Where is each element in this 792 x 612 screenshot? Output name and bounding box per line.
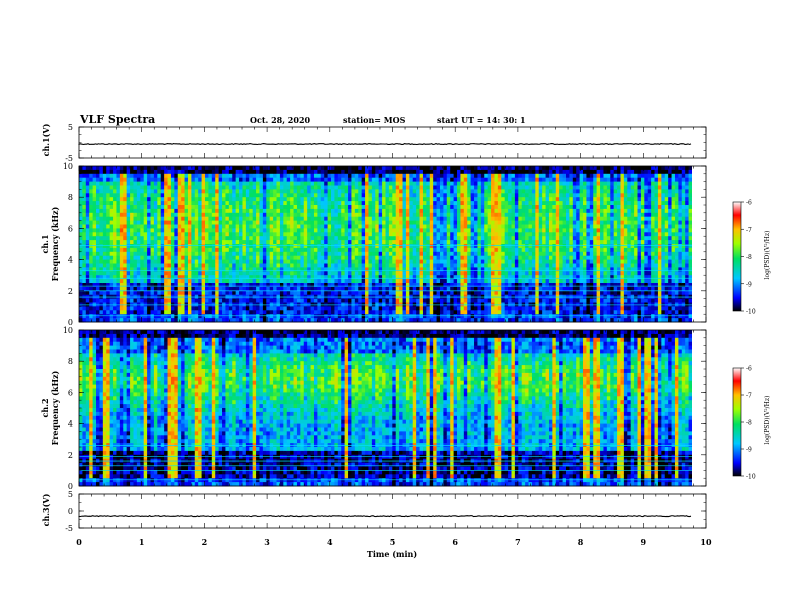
ch1-spectrogram-panel: 0 2 4 6 8 10	[63, 162, 707, 327]
y-tick-label: 8	[68, 357, 73, 366]
y-tick-label: 0	[68, 507, 73, 516]
ch3-waveform-panel: 50-50 1 2 3 4 5 6 7 8 9 10	[65, 490, 712, 547]
x-tick-label: 7	[515, 537, 521, 547]
y-tick-label: 4	[68, 256, 73, 265]
x-tick-label: 0	[76, 537, 82, 547]
y-tick-label: 10	[63, 162, 73, 171]
ch1-frequency-axis-label: Frequency (kHz)	[50, 206, 60, 281]
colorbar-tick-label: -9	[746, 281, 752, 288]
ch2-spectrogram-panel: 0 2 4 6 8 10	[63, 326, 707, 491]
figure-title: VLF Spectra	[79, 113, 155, 126]
colorbar-tick-label: -7	[746, 393, 752, 400]
colorbar-tick-label: -8	[746, 254, 752, 261]
y-tick-label: 4	[68, 420, 73, 429]
waveform-line	[78, 515, 692, 518]
y-tick-label: 2	[68, 287, 73, 296]
x-tick-label: 2	[202, 537, 208, 547]
colorbar-gradient	[732, 367, 742, 477]
x-tick-label: 6	[452, 537, 458, 547]
x-tick-label: 4	[327, 537, 333, 547]
y-tick-label: 10	[63, 326, 73, 335]
y-tick-label: 5	[68, 123, 73, 132]
y-tick-label: 0	[68, 318, 73, 327]
spectrogram-cells	[79, 166, 693, 323]
y-tick-label: 0	[68, 482, 73, 491]
x-tick-label: 5	[390, 537, 396, 547]
y-tick-label: 6	[68, 388, 73, 397]
ch1-waveform-panel: 5 -5	[65, 123, 707, 163]
y-tick-label: 5	[68, 490, 73, 499]
colorbar-tick-label: -9	[746, 447, 752, 454]
y-tick-label: 6	[68, 224, 73, 233]
colorbar-tick-label: -7	[746, 227, 752, 234]
time-axis-label: Time (min)	[367, 549, 417, 559]
ch2-frequency-axis-label: Frequency (kHz)	[50, 370, 60, 445]
waveform-line	[78, 143, 692, 146]
station-label: station= MOS	[343, 115, 406, 125]
colorbar-gradient	[732, 201, 742, 312]
spectrogram-cells	[79, 330, 693, 487]
x-tick-label: 10	[700, 537, 712, 547]
ch1-colorbar-label: log(PSD)(V²/Hz)	[764, 231, 771, 280]
y-tick-label: -5	[65, 524, 73, 533]
ch1-channel-label: ch.1	[40, 234, 50, 253]
y-tick-label: 2	[68, 451, 73, 460]
colorbar-tick-label: -6	[746, 366, 752, 373]
x-tick-label: 3	[264, 537, 270, 547]
ch3-voltage-axis-label: ch.3(V)	[41, 493, 51, 526]
date-label: Oct. 28, 2020	[250, 115, 311, 125]
x-tick-label: 9	[641, 537, 647, 547]
colorbar-tick-label: -10	[746, 474, 756, 481]
ch2-channel-label: ch.2	[40, 398, 50, 417]
ch3-waveform-frame	[78, 493, 707, 529]
no-data-region	[692, 166, 706, 322]
no-data-region	[692, 330, 706, 486]
y-tick-label: 8	[68, 193, 73, 202]
ch1-colorbar: -6 -7 -8 -9 -10	[732, 200, 756, 316]
x-tick-label: 1	[139, 537, 145, 547]
colorbar-tick-label: -6	[746, 200, 752, 207]
ch2-colorbar-label: log(PSD)(V²/Hz)	[764, 396, 771, 445]
start-time-label: start UT = 14: 30: 1	[437, 115, 526, 125]
y-tick-label: -5	[65, 154, 73, 163]
x-tick-label: 8	[578, 537, 584, 547]
colorbar-tick-label: -8	[746, 420, 752, 427]
colorbar-tick-label: -10	[746, 309, 756, 316]
ch1-voltage-axis-label: ch.1(V)	[41, 123, 51, 156]
ch2-colorbar: -6 -7 -8 -9 -10	[732, 366, 756, 481]
